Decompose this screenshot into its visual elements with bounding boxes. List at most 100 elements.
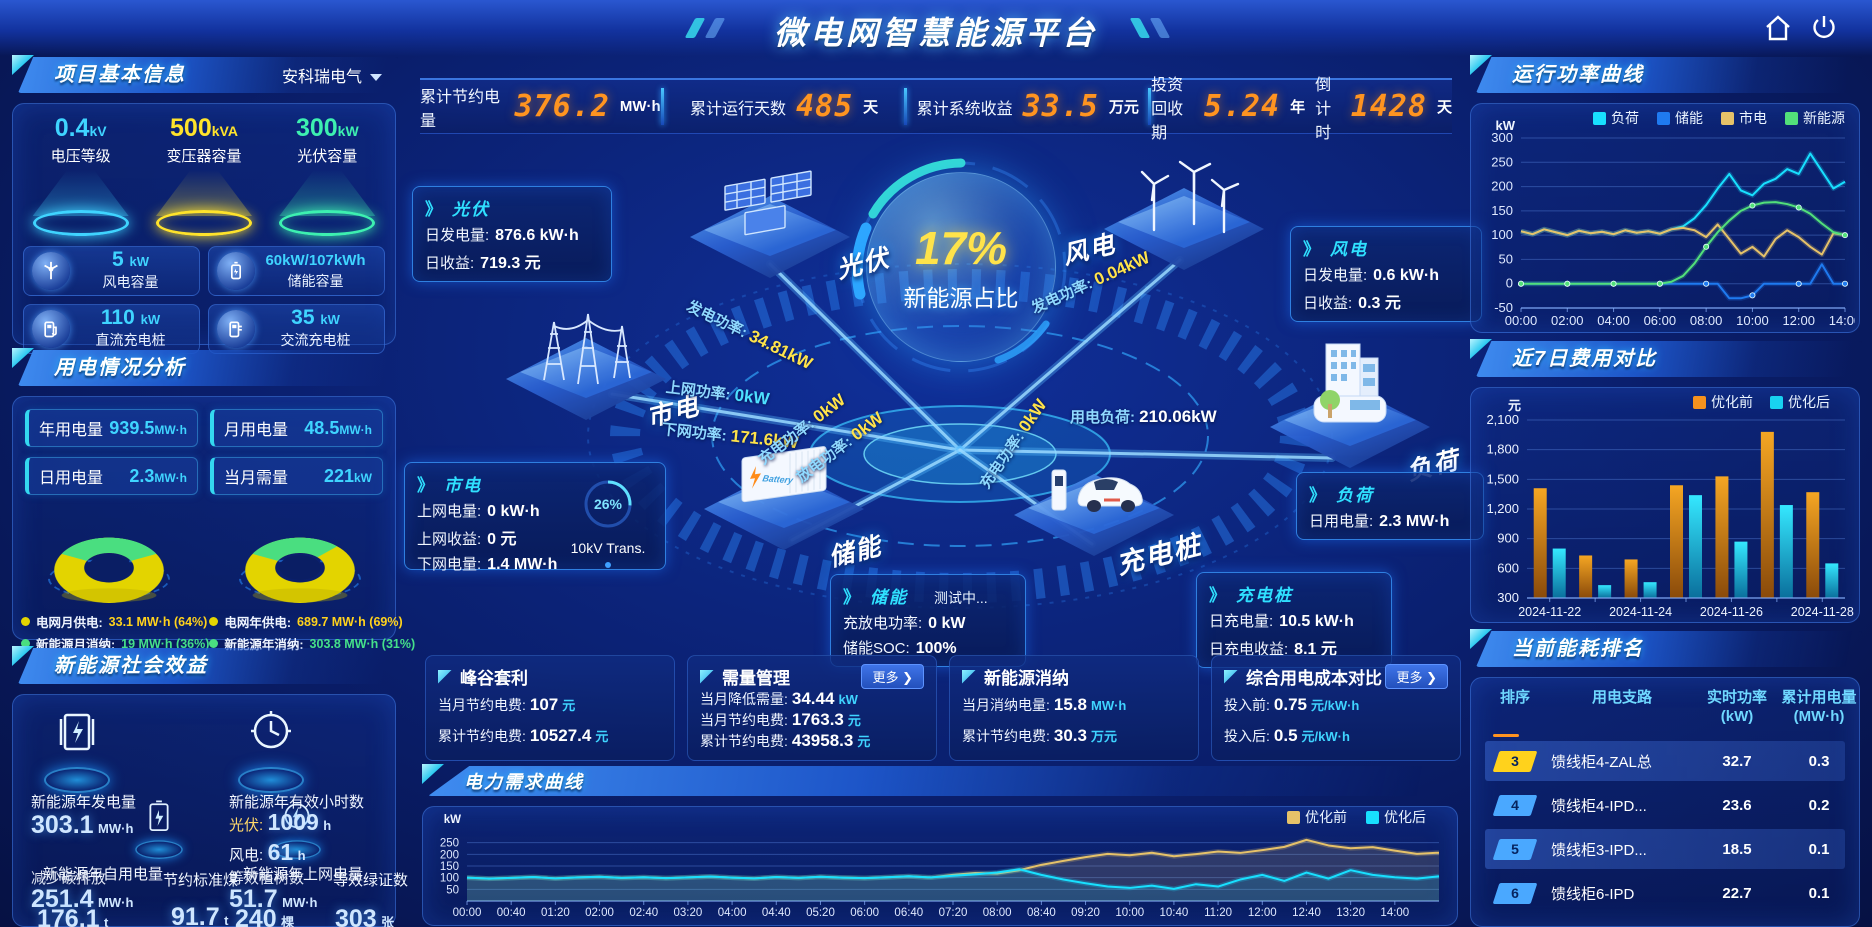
svg-text:07:20: 07:20 <box>939 907 968 919</box>
spotlight-value: 0.4kV <box>54 114 107 142</box>
callout-value: 1.4 MW·h <box>487 556 558 573</box>
svg-text:12:40: 12:40 <box>1292 907 1321 919</box>
card-rows: 当月节约电费: 107 元累计节约电费: 10527.4 元 <box>438 689 662 751</box>
card-rows: 当月降低需量: 34.44 kW 当月节约电费: 1763.3 元累计节约电费: 43958… <box>700 689 924 751</box>
tile-text: 5 kW 风电容量 <box>70 249 191 292</box>
callout-value: 876.6 kW·h <box>495 227 579 244</box>
callout-value: 0 kW <box>928 615 966 632</box>
card-corner-icon <box>1224 669 1238 684</box>
card-row-unit: kW <box>838 692 858 708</box>
svg-text:06:00: 06:00 <box>1644 313 1677 328</box>
table-row[interactable]: 6 馈线柜6-IPD 22.7 0.1 <box>1485 873 1845 913</box>
kpi-unit: 天 <box>1436 99 1452 116</box>
company-dropdown[interactable]: 安科瑞电气 <box>282 63 382 87</box>
demand-chart: 50 100 150 200 250 kW 00:00 00:40 01:20 02:00 02:4… <box>427 809 1453 926</box>
callout-storage: 》储能 测试中... 充放电功率: 0 kW 储能SOC: 100% <box>830 574 1026 667</box>
chevron-down-icon <box>370 74 382 82</box>
power-icon[interactable] <box>1808 12 1840 44</box>
table-row[interactable]: 5 馈线柜3-IPD... 18.5 0.1 <box>1485 829 1845 869</box>
callout-value: 100% <box>915 640 957 657</box>
svg-text:元: 元 <box>1508 398 1521 413</box>
kpi-unit: MW·h <box>619 98 661 115</box>
callout-header: 》市电 <box>417 471 653 496</box>
tile-value: 110 kW <box>100 306 161 329</box>
svg-text:01:20: 01:20 <box>541 907 570 919</box>
callout-title: 》负荷 <box>1309 486 1374 505</box>
rank-badge: 6 <box>1492 882 1538 904</box>
svg-text:05:20: 05:20 <box>806 907 835 919</box>
legend-item[interactable]: 电网年供电: 689.7 MW·h (69%) <box>209 612 415 631</box>
total-energy: 0.1 <box>1808 840 1830 858</box>
panel-title: 电力需求曲线 <box>464 772 584 792</box>
legend-item-优化后[interactable]: 优化后 <box>1770 394 1830 410</box>
table-row[interactable]: 4 馈线柜4-IPD... 23.6 0.2 <box>1485 785 1845 825</box>
table-row[interactable]: 3 馈线柜4-ZAL总 32.7 0.3 <box>1485 741 1845 781</box>
callout-line: 上网电量: 0 kW·h <box>417 503 540 520</box>
gauge-label: 10kV Trans. <box>570 540 646 556</box>
kpi-label: 累计系统收益 <box>916 100 1013 118</box>
export-label: 新能源年上网电量 <box>243 866 364 883</box>
legend-item-市电[interactable]: 市电 <box>1721 110 1767 126</box>
self-label: 新能源年自用电量 <box>43 866 164 883</box>
home-icon[interactable] <box>1762 12 1794 44</box>
more-button[interactable]: 更多 ❯ <box>1385 664 1448 689</box>
callout-value: 8.1 元 <box>1294 641 1337 658</box>
svg-text:200: 200 <box>440 849 459 861</box>
svg-text:100: 100 <box>1491 227 1513 242</box>
gen-label: 新能源年发电量 <box>31 794 137 811</box>
svg-text:08:40: 08:40 <box>1027 907 1056 919</box>
donut-chart <box>225 505 375 607</box>
spotlight-label: 光伏容量 <box>297 148 358 165</box>
callout-title: 》市电 <box>417 476 482 495</box>
usage-stat-value: 48.5MW·h <box>304 417 372 438</box>
svg-text:06:00: 06:00 <box>850 907 879 919</box>
kpi-value: 1428 <box>1350 89 1427 124</box>
gen-value: 303.1 MW·h <box>31 811 134 839</box>
panel-title: 当前能耗排名 <box>1512 638 1644 660</box>
callout-value: 719.3 元 <box>480 255 541 272</box>
svg-text:600: 600 <box>1497 560 1519 575</box>
panel-project-info: 项目基本信息 安科瑞电气 0.4kV 电压等级 500kVA 变压器容量 300kW 光伏… <box>10 57 398 354</box>
card-row-value: 15.8 <box>1053 694 1087 714</box>
svg-text:1,200: 1,200 <box>1486 501 1519 516</box>
legend-dot-icon <box>21 617 30 626</box>
card-corner-icon <box>962 669 976 684</box>
callout-value: 10.5 kW·h <box>1279 613 1354 630</box>
donut-chart <box>34 505 184 607</box>
card-row-value: 1763.3 <box>791 709 844 729</box>
svg-text:10:00: 10:00 <box>1115 907 1144 919</box>
legend-item-储能[interactable]: 储能 <box>1657 110 1703 126</box>
usage-stat: 当月需量 221kW <box>210 457 383 495</box>
panel-title: 近7日费用对比 <box>1512 348 1658 370</box>
legend-item-优化前[interactable]: 优化前 <box>1693 394 1753 410</box>
company-name: 安科瑞电气 <box>281 69 362 86</box>
kpi-label: 累计节约电量 <box>420 88 501 130</box>
column-header: 排序 <box>1499 689 1530 706</box>
rank-badge: 5 <box>1492 838 1538 860</box>
callout-value: 0 元 <box>487 531 517 548</box>
legend-item-优化后[interactable]: 优化后 <box>1366 809 1426 825</box>
column-header: 实时功率 (kW) <box>1706 689 1767 725</box>
glow-ring-icon <box>32 210 129 236</box>
legend-item-优化前[interactable]: 优化前 <box>1287 809 1347 825</box>
legend-dot-icon <box>209 639 219 648</box>
pv-generation-icon <box>41 707 113 793</box>
cost-compare-chart: 300 600 900 1,200 1,500 1,800 2,100 元 2024-11-22… <box>1475 392 1855 627</box>
ranking-table: 排序 用电支路 实时功率 (kW) 累计用电量 (MW·h) 3 馈线柜4-ZAL总 32.7 0… <box>1471 678 1859 913</box>
legend-item-新能源[interactable]: 新能源 <box>1785 110 1845 126</box>
kpi-label: 倒计时 <box>1315 76 1332 142</box>
panel-energy-ranking: 当前能耗排名 排序 用电支路 实时功率 (kW) 累计用电量 (MW·h) 3 馈线柜4-ZA… <box>1468 631 1862 927</box>
svg-text:优化后: 优化后 <box>1384 809 1426 825</box>
more-button[interactable]: 更多 ❯ <box>861 664 924 689</box>
card-row: 当月降低需量: 34.44 kW <box>700 689 858 709</box>
svg-text:2024-11-26: 2024-11-26 <box>1700 605 1763 619</box>
svg-text:04:40: 04:40 <box>762 907 791 919</box>
legend-item[interactable]: 电网月供电: 33.1 MW·h (64%) <box>21 612 209 631</box>
card-title: 需量管理 <box>722 669 790 688</box>
svg-text:09:20: 09:20 <box>1071 907 1100 919</box>
legend-item-负荷[interactable]: 负荷 <box>1593 110 1639 126</box>
kpi-label: 投资回收期 <box>1151 76 1184 142</box>
node-pv: 光伏 <box>682 158 893 284</box>
legend-value: 19 MW·h (36%) <box>121 636 210 651</box>
